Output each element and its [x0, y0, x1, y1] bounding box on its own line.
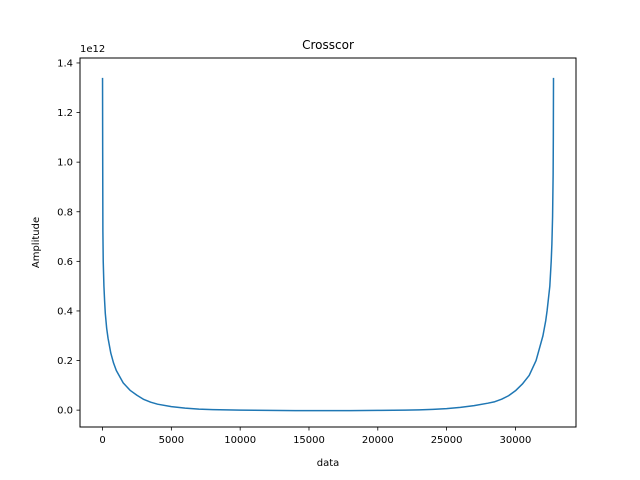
x-tick-label: 0: [99, 435, 105, 446]
y-offset-label: 1e12: [80, 44, 105, 55]
series-line: [101, 77, 555, 412]
y-tick-label: 1.2: [57, 108, 73, 119]
x-axis-label: data: [317, 458, 340, 469]
y-axis: 0.0 0.2 0.4 0.6 0.8 1.0 1.2 1.4: [57, 58, 80, 417]
y-tick-label: 0.2: [57, 356, 73, 367]
x-tick-label: 15000: [293, 435, 325, 446]
y-tick-label: 0.0: [57, 406, 73, 417]
series-layer: [101, 77, 555, 412]
y-axis-label: Amplitude: [31, 217, 42, 268]
x-tick-label: 30000: [500, 435, 532, 446]
x-axis: 0 5000 10000 15000 20000 25000 30000: [99, 427, 531, 446]
y-tick-label: 1.4: [57, 58, 73, 69]
x-tick-label: 5000: [159, 435, 184, 446]
x-tick-label: 20000: [362, 435, 394, 446]
x-tick-label: 25000: [431, 435, 463, 446]
y-tick-label: 0.8: [57, 207, 73, 218]
y-tick-label: 0.6: [57, 257, 73, 268]
y-tick-label: 1.0: [57, 158, 73, 169]
x-tick-label: 10000: [224, 435, 256, 446]
chart-title: Crosscor: [302, 38, 354, 52]
plot-frame: [79, 57, 577, 428]
y-tick-label: 0.4: [57, 306, 73, 317]
